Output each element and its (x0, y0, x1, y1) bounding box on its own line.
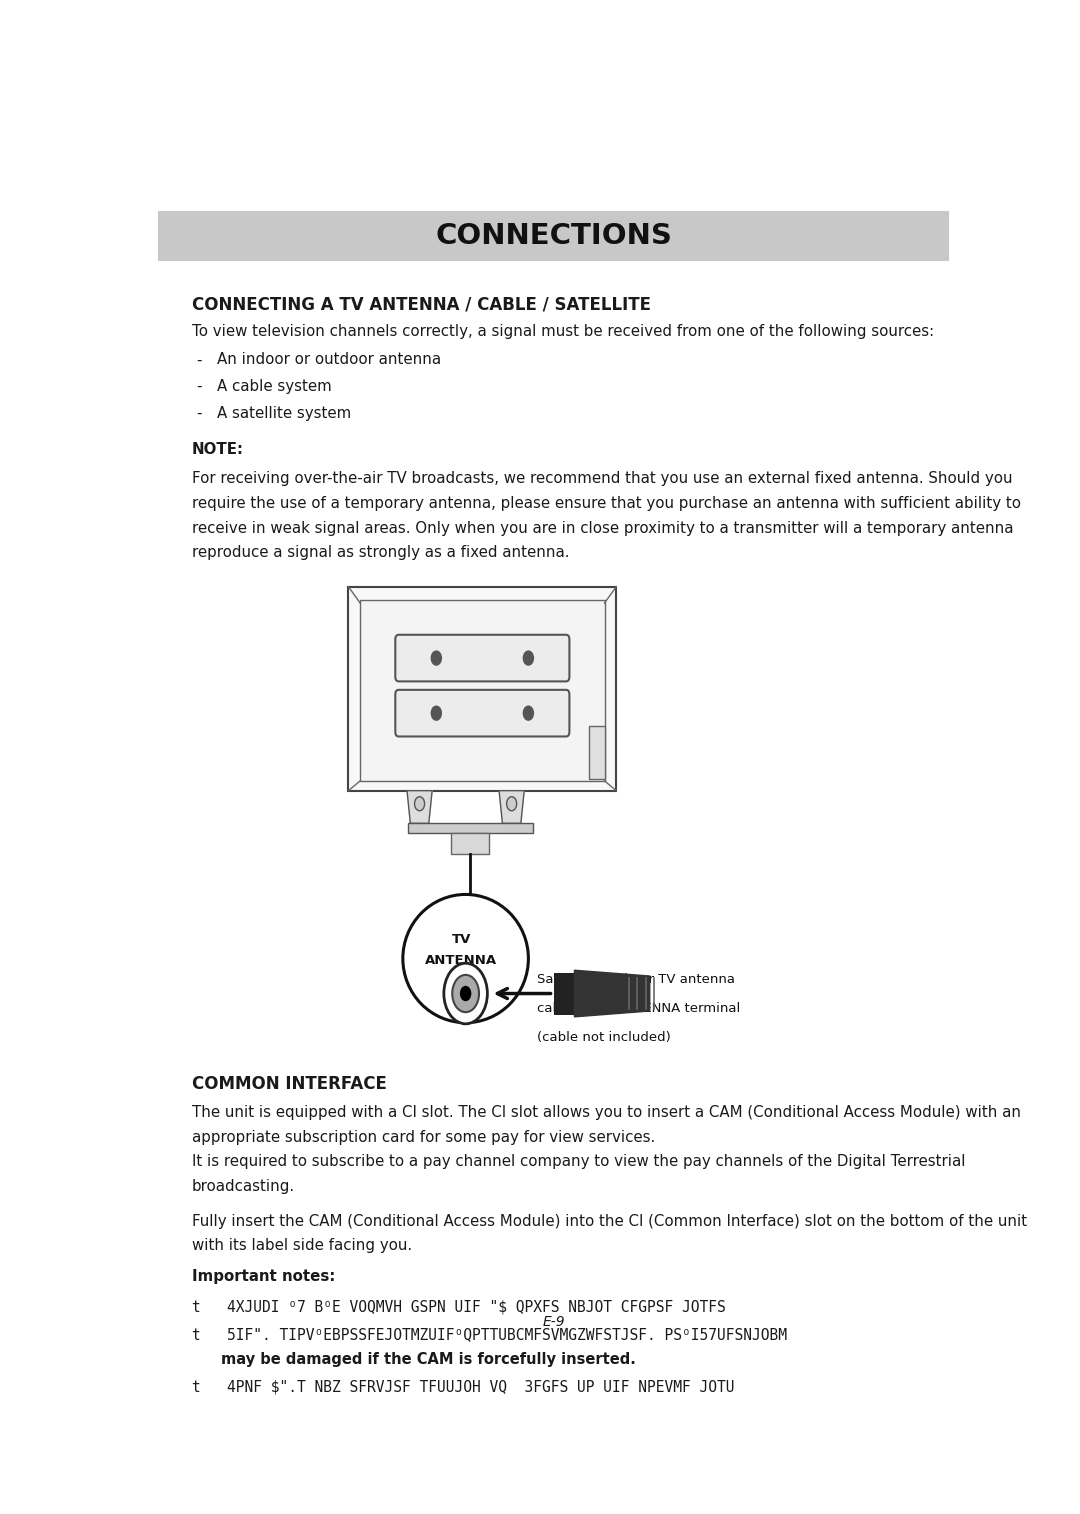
Circle shape (460, 987, 471, 1001)
Text: An indoor or outdoor antenna: An indoor or outdoor antenna (217, 353, 441, 368)
Text: -: - (197, 406, 202, 421)
Bar (554, 972, 575, 1014)
FancyBboxPatch shape (395, 690, 569, 736)
Bar (590, 727, 605, 778)
Circle shape (453, 975, 480, 1013)
Text: The unit is equipped with a CI slot. The CI slot allows you to insert a CAM (Con: The unit is equipped with a CI slot. The… (192, 1105, 1021, 1120)
Polygon shape (499, 790, 524, 824)
Text: A cable system: A cable system (217, 378, 332, 394)
Text: For receiving over-the-air TV broadcasts, we recommend that you use an external : For receiving over-the-air TV broadcasts… (192, 471, 1012, 486)
Polygon shape (575, 970, 650, 1017)
Circle shape (431, 651, 442, 665)
Text: reproduce a signal as strongly as a fixed antenna.: reproduce a signal as strongly as a fixe… (192, 545, 569, 560)
Polygon shape (407, 790, 432, 824)
Text: (cable not included): (cable not included) (537, 1031, 671, 1045)
Text: To view television channels correctly, a signal must be received from one of the: To view television channels correctly, a… (192, 324, 934, 339)
Bar (349, 586, 617, 790)
Text: -: - (197, 353, 202, 368)
Text: NOTE:: NOTE: (192, 442, 244, 457)
Circle shape (524, 651, 534, 665)
Text: t   4XJUDI ᴼ7 BᴼE VOQMVH GSPN UIF "$ QPXFS NBJOT CFGPSF JOTFS: t 4XJUDI ᴼ7 BᴼE VOQMVH GSPN UIF "$ QPXFS… (192, 1299, 726, 1314)
Text: Important notes:: Important notes: (192, 1269, 335, 1284)
Bar (159, 210, 948, 260)
Circle shape (444, 963, 487, 1023)
Ellipse shape (403, 895, 528, 1022)
Text: receive in weak signal areas. Only when you are in close proximity to a transmit: receive in weak signal areas. Only when … (192, 521, 1013, 536)
Text: CONNECTIONS: CONNECTIONS (435, 223, 672, 250)
Bar (451, 833, 488, 854)
Text: It is required to subscribe to a pay channel company to view the pay channels of: It is required to subscribe to a pay cha… (192, 1154, 966, 1169)
Text: COMMON INTERFACE: COMMON INTERFACE (192, 1075, 387, 1093)
Text: ANTENNA: ANTENNA (426, 954, 498, 967)
Text: with its label side facing you.: with its label side facing you. (192, 1238, 413, 1254)
Circle shape (524, 706, 534, 721)
Text: broadcasting.: broadcasting. (192, 1179, 295, 1195)
Text: appropriate subscription card for some pay for view services.: appropriate subscription card for some p… (192, 1129, 656, 1145)
Text: may be damaged if the CAM is forcefully inserted.: may be damaged if the CAM is forcefully … (221, 1352, 636, 1367)
Circle shape (415, 796, 424, 810)
Text: t   4PNF $".T NBZ SFRVJSF TFUUJOH VQ  3FGFS UP UIF NPEVMF JOTU: t 4PNF $".T NBZ SFRVJSF TFUUJOH VQ 3FGFS… (192, 1379, 734, 1394)
Circle shape (507, 796, 516, 810)
Text: Fully insert the CAM (Conditional Access Module) into the CI (Common Interface) : Fully insert the CAM (Conditional Access… (192, 1214, 1027, 1228)
Text: require the use of a temporary antenna, please ensure that you purchase an anten: require the use of a temporary antenna, … (192, 495, 1021, 510)
Text: -: - (197, 378, 202, 394)
Text: CONNECTING A TV ANTENNA / CABLE / SATELLITE: CONNECTING A TV ANTENNA / CABLE / SATELL… (192, 295, 651, 313)
Text: A satellite system: A satellite system (217, 406, 351, 421)
FancyBboxPatch shape (395, 634, 569, 681)
Text: Satellite, cable or TV antenna: Satellite, cable or TV antenna (537, 974, 734, 986)
Text: TV: TV (451, 934, 471, 946)
Text: cable to TV ANTENNA terminal: cable to TV ANTENNA terminal (537, 1002, 740, 1016)
Circle shape (431, 706, 442, 721)
Bar (408, 824, 534, 833)
Bar (360, 600, 605, 781)
Text: E-9: E-9 (542, 1314, 565, 1329)
Text: t   5IF". TIPVᴼEBPSSFEJOTMZUIFᴼQPTTUBCMFSVMGZWFSTJSF. PSᴼI57UFSNJOBM: t 5IF". TIPVᴼEBPSSFEJOTMZUIFᴼQPTTUBCMFSV… (192, 1326, 787, 1341)
